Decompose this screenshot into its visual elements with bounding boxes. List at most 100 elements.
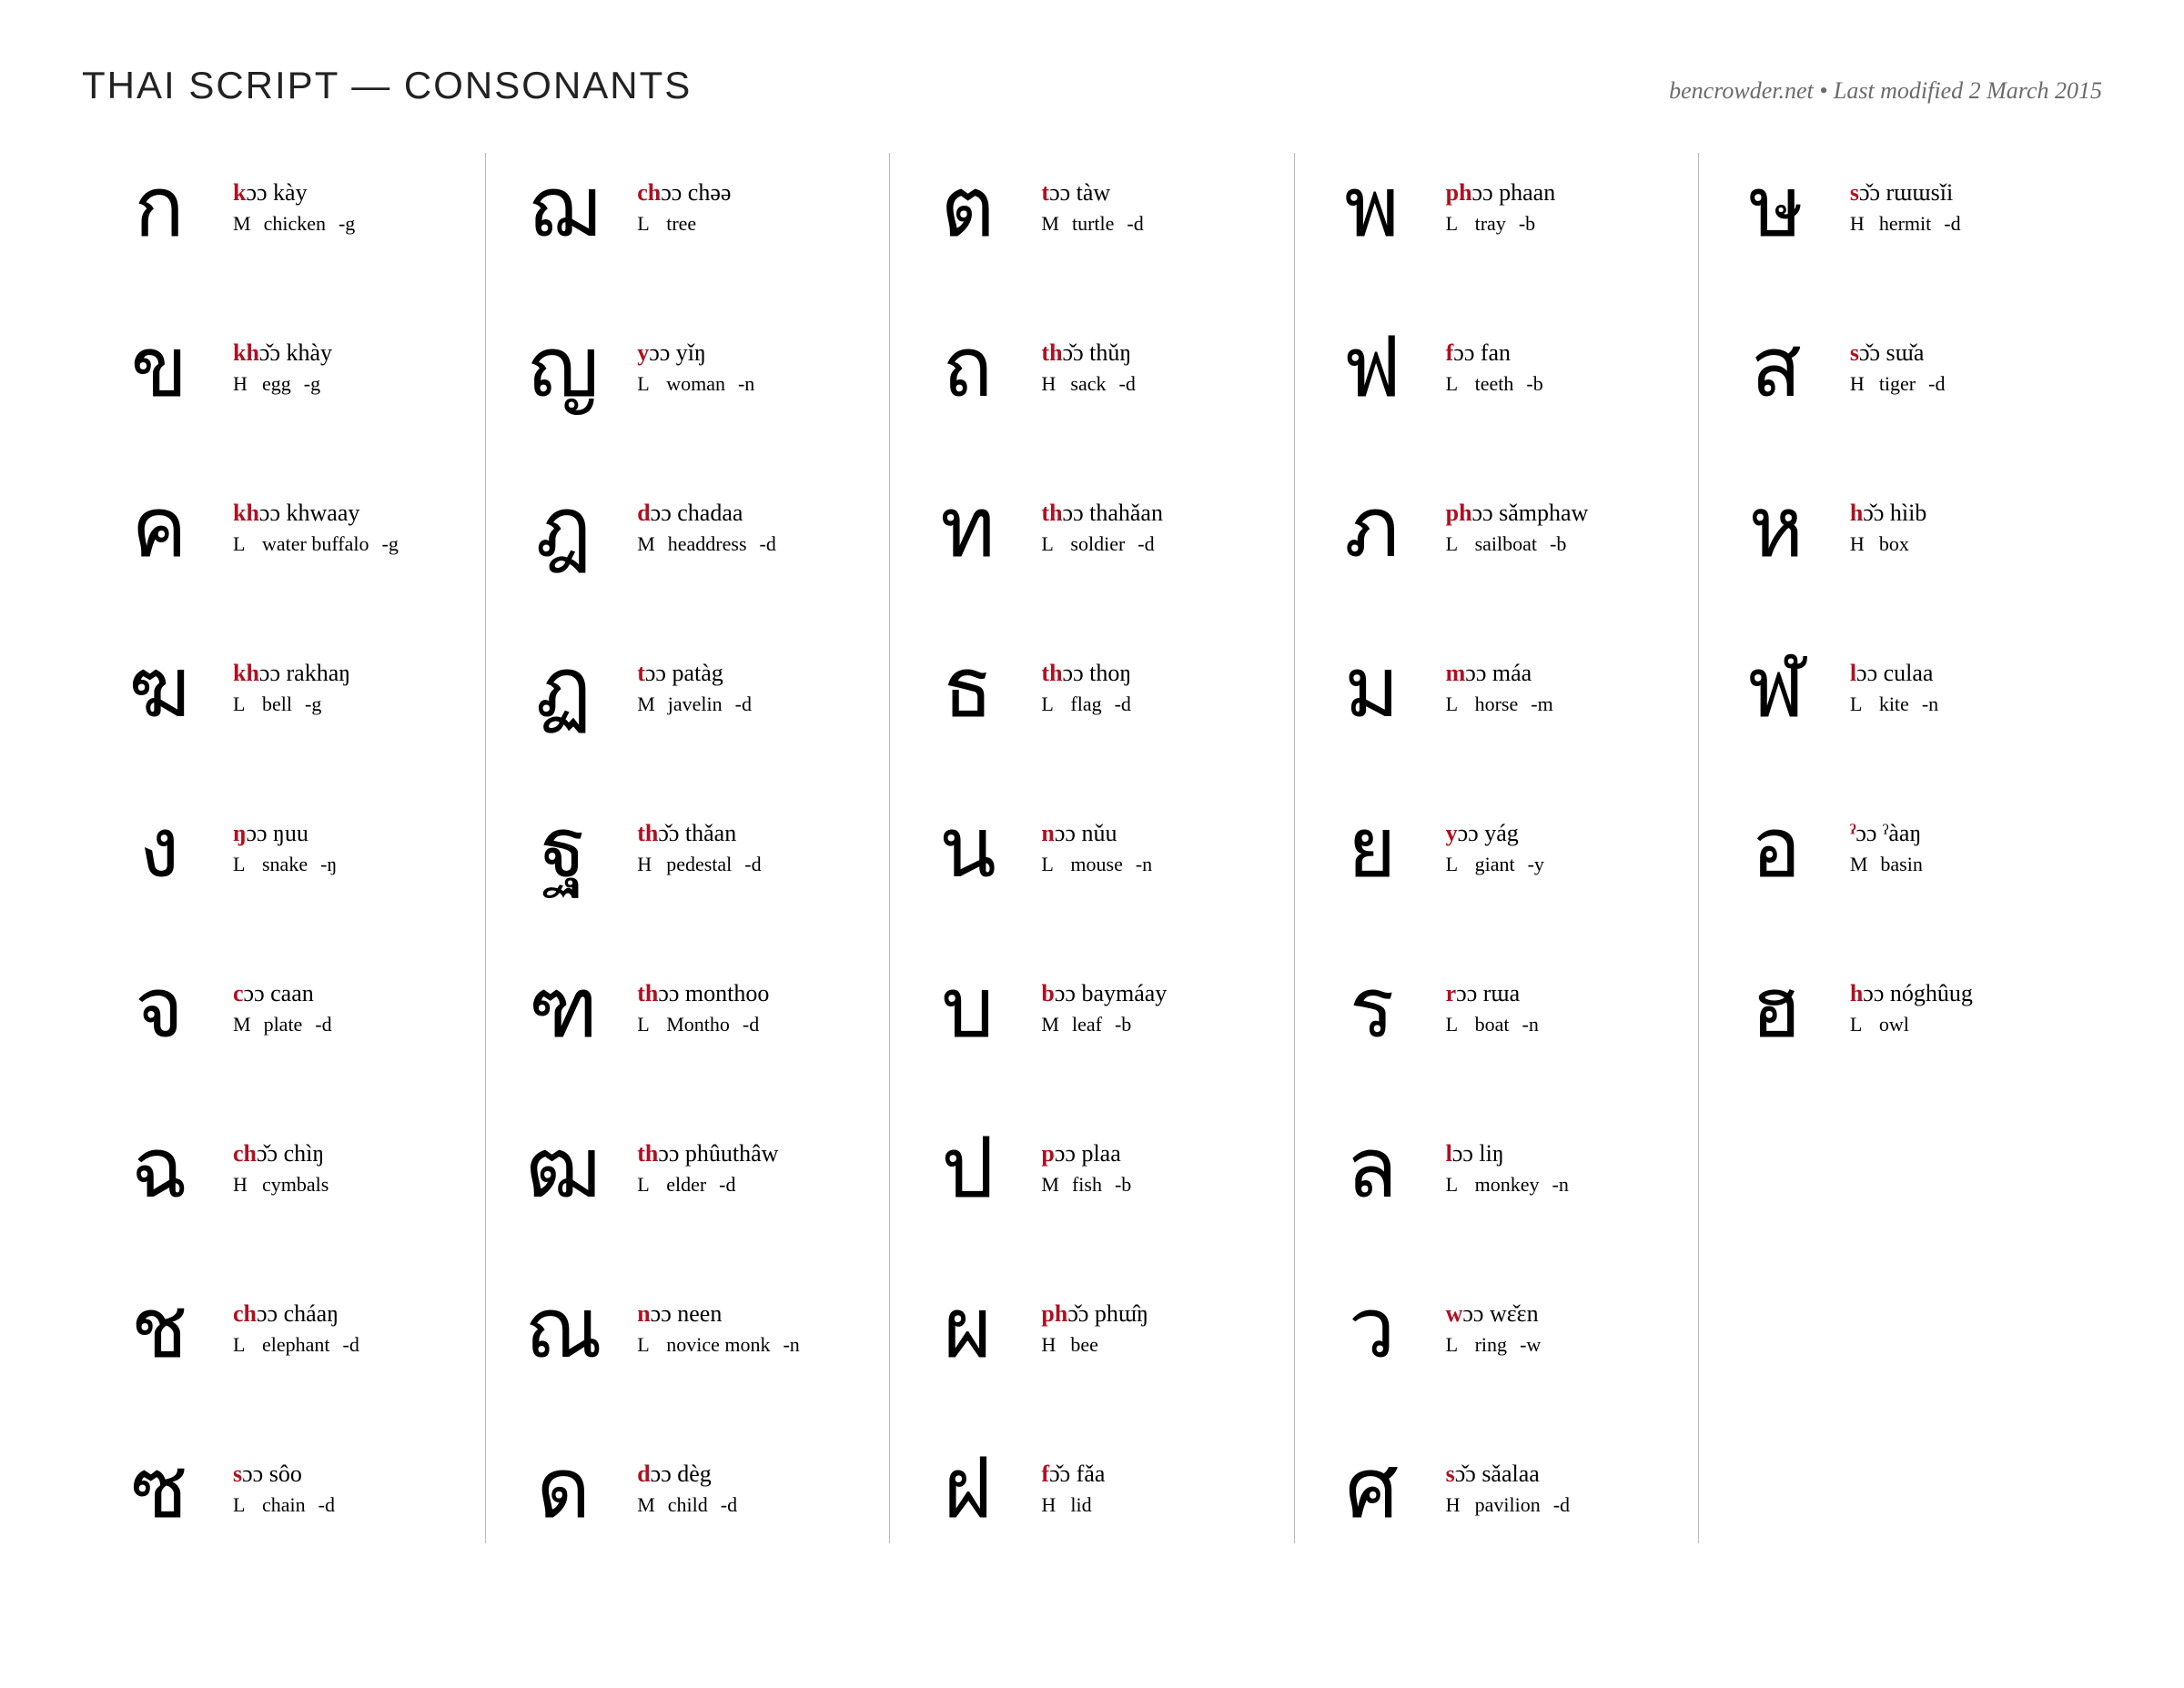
pronunciation-rest: ɔɔ máa <box>1465 660 1532 686</box>
initial-sound: l <box>1446 1140 1452 1167</box>
thai-glyph: ษ <box>1726 166 1826 249</box>
pronunciation: tɔɔ tàw <box>1041 179 1143 207</box>
meaning: hermit <box>1879 212 1931 236</box>
column: พphɔɔ phaanLtray-bฟfɔɔ fanLteeth-bภphɔɔ … <box>1294 153 1698 1543</box>
glyph-info: sɔ̌ɔ sǎalaaHpavilion-d <box>1446 1461 1570 1517</box>
thai-glyph: ญ <box>513 326 613 409</box>
thai-glyph: ฝ <box>917 1447 1017 1531</box>
final-sound: -d <box>343 1333 359 1357</box>
final-sound: -d <box>719 1173 735 1197</box>
initial-sound: ph <box>1041 1300 1067 1327</box>
initial-sound: c <box>233 980 244 1006</box>
meaning-line: Lnovice monk-n <box>637 1333 800 1357</box>
consonant-class: H <box>233 372 249 396</box>
consonant-class: M <box>233 1013 251 1036</box>
thai-glyph: จ <box>109 966 209 1050</box>
meaning-line: Ltree <box>637 212 731 236</box>
consonant-class: L <box>1850 1013 1866 1036</box>
pronunciation-rest: ɔɔ fan <box>1453 339 1511 366</box>
thai-glyph: น <box>917 806 1017 890</box>
glyph-info: thɔɔ thoŋLflag-d <box>1041 660 1131 716</box>
glyph-info: kɔɔ kàyMchicken-g <box>233 179 355 236</box>
meaning-line: Lsailboat-b <box>1446 532 1589 556</box>
pronunciation-rest: ɔɔ tàw <box>1049 179 1110 206</box>
consonant-entry: ฏtɔɔ patàgMjavelin-d <box>513 633 862 743</box>
final-sound: -ŋ <box>320 853 337 876</box>
final-sound: -d <box>1944 212 1960 236</box>
meaning: sailboat <box>1475 532 1537 556</box>
final-sound: -g <box>382 532 399 556</box>
meaning-line: Lmonkey-n <box>1446 1173 1569 1197</box>
pronunciation-rest: ɔɔ monthoo <box>658 980 769 1006</box>
consonant-class: M <box>1041 212 1059 236</box>
pronunciation: chɔɔ chəə <box>637 179 731 207</box>
glyph-info: khɔɔ khwaayLwater buffalo-g <box>233 500 399 556</box>
meaning-line: Lboat-n <box>1446 1013 1539 1036</box>
glyph-info: ˀɔɔ ˀàaŋMbasin <box>1850 820 1923 876</box>
pronunciation-rest: ɔ̌ɔ rɯɯsǐi <box>1859 179 1953 206</box>
meaning-line: Lelephant -d <box>233 1333 359 1357</box>
consonant-entry: พphɔɔ phaanLtray-b <box>1322 153 1671 262</box>
meaning-line: Lkite-n <box>1850 692 1938 716</box>
glyph-info: phɔɔ phaanLtray-b <box>1446 179 1556 236</box>
meaning: fish <box>1072 1173 1102 1197</box>
meaning-line: Mjavelin-d <box>637 692 752 716</box>
meaning-line: Mheaddress-d <box>637 532 776 556</box>
thai-glyph: ช <box>109 1287 209 1370</box>
pronunciation-rest: ɔɔ nǔu <box>1055 820 1117 846</box>
initial-sound: l <box>1850 660 1856 686</box>
final-sound: -b <box>1550 532 1566 556</box>
pronunciation-rest: ɔɔ nóghûug <box>1863 980 1973 1006</box>
thai-glyph: ฉ <box>109 1127 209 1210</box>
pronunciation: ŋɔɔ ŋuu <box>233 820 337 847</box>
pronunciation: sɔɔ sôo <box>233 1461 335 1488</box>
glyph-info: khɔɔ rakhaŋLbell-g <box>233 660 350 716</box>
meaning-line: Lring-w <box>1446 1333 1542 1357</box>
initial-sound: s <box>1850 339 1859 366</box>
pronunciation-rest: ɔɔ yǐŋ <box>649 339 706 366</box>
consonant-class: L <box>1446 1013 1462 1036</box>
consonant-entry: ศ sɔ̌ɔ sǎalaaHpavilion-d <box>1322 1434 1671 1543</box>
thai-glyph: ว <box>1322 1287 1422 1370</box>
pronunciation: cɔɔ caan <box>233 980 332 1007</box>
pronunciation: lɔɔ liŋ <box>1446 1140 1569 1167</box>
initial-sound: n <box>637 1300 650 1327</box>
meaning: elephant <box>262 1333 330 1357</box>
final-sound: -d <box>1119 372 1136 396</box>
final-sound: -b <box>1115 1013 1131 1036</box>
pronunciation: thɔ̌ɔ thǔŋ <box>1041 339 1135 367</box>
initial-sound: h <box>1850 500 1863 526</box>
consonant-class: L <box>233 1333 249 1357</box>
thai-glyph: ย <box>1322 806 1422 890</box>
final-sound: -d <box>1928 372 1945 396</box>
final-sound: -g <box>305 692 321 716</box>
thai-glyph: ด <box>513 1447 613 1531</box>
final-sound: -n <box>1136 853 1152 876</box>
header: THAI SCRIPT — CONSONANTS bencrowder.net … <box>82 64 2102 107</box>
consonant-class: H <box>637 853 653 876</box>
consonant-class: M <box>233 212 251 236</box>
initial-sound: ŋ <box>233 820 246 846</box>
consonant-class: L <box>1041 853 1057 876</box>
column: ฌchɔɔ chəəLtreeญyɔɔ yǐŋLwoman-nฎdɔɔ chad… <box>485 153 889 1543</box>
glyph-info: hɔ̌ɔ hìibHbox <box>1850 500 1927 556</box>
pronunciation: sɔ̌ɔ sɯ̌a <box>1850 339 1946 367</box>
meaning: ring <box>1475 1333 1507 1357</box>
glyph-info: wɔɔ wɛ̌ɛnLring-w <box>1446 1300 1542 1357</box>
consonant-entry: ซsɔɔ sôoLchain-d <box>109 1434 458 1543</box>
meaning-line: Lbell-g <box>233 692 350 716</box>
thai-glyph: ซ <box>109 1447 209 1531</box>
glyph-info: lɔɔ culaaLkite-n <box>1850 660 1938 716</box>
consonant-class: L <box>1446 372 1462 396</box>
initial-sound: kh <box>233 500 259 526</box>
consonant-entry: ณnɔɔ neenLnovice monk-n <box>513 1274 862 1383</box>
initial-sound: k <box>233 179 246 206</box>
meaning: bee <box>1070 1333 1098 1357</box>
thai-glyph: ศ <box>1322 1447 1422 1531</box>
meaning-line: Lhorse-m <box>1446 692 1553 716</box>
consonant-entry: ฐthɔ̌ɔ thǎanHpedestal-d <box>513 793 862 903</box>
thai-glyph: ท <box>917 486 1017 570</box>
pronunciation-rest: ɔ̌ɔ fǎa <box>1049 1461 1105 1487</box>
pronunciation-rest: ɔɔ sǎmphaw <box>1472 500 1589 526</box>
meaning-line: Mbasin <box>1850 853 1923 876</box>
